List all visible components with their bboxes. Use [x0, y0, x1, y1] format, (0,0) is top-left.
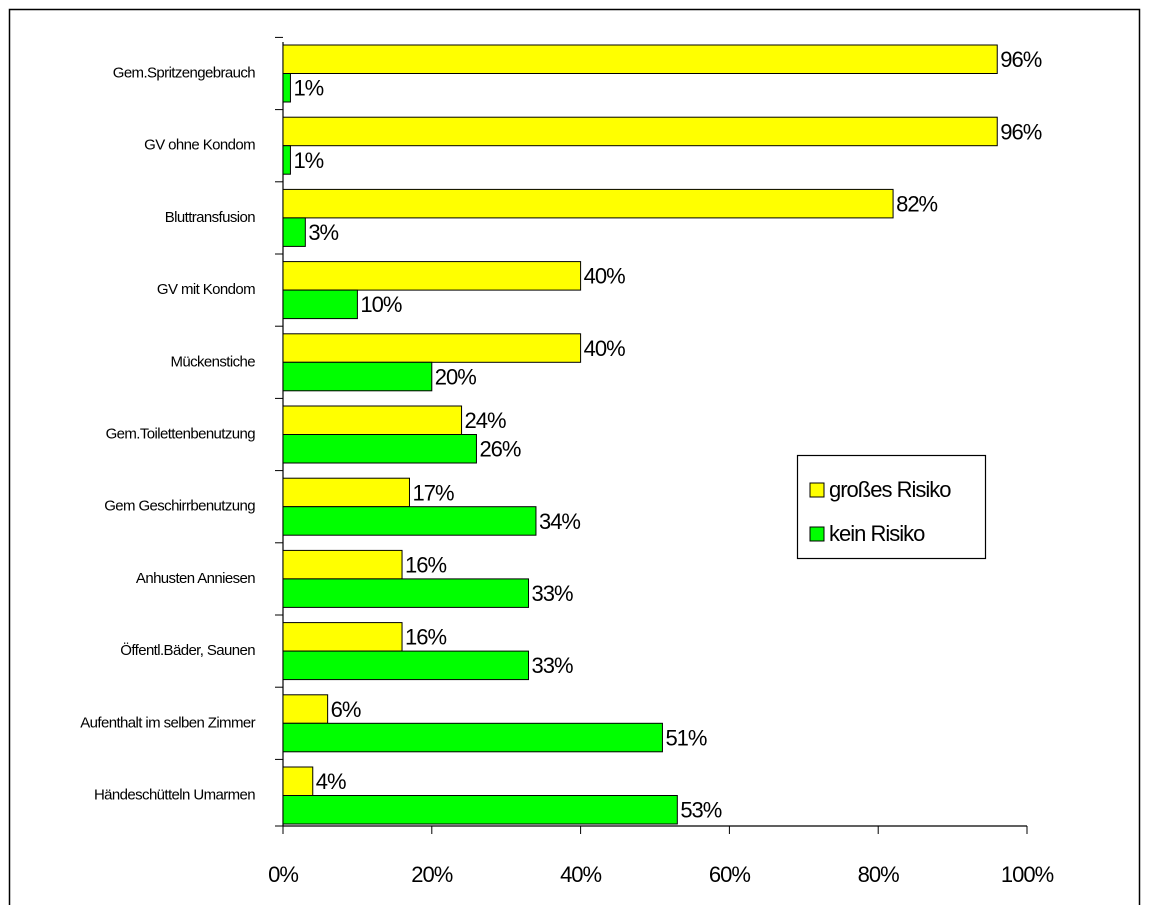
bar	[282, 361, 433, 392]
value-label: 53%	[680, 798, 721, 823]
value-label: 17%	[412, 480, 453, 505]
value-label: 33%	[532, 653, 573, 678]
bar	[282, 434, 477, 464]
bar	[282, 766, 314, 796]
bar	[282, 578, 530, 608]
bar	[282, 405, 463, 435]
legend-swatch	[809, 482, 825, 498]
bar	[282, 44, 998, 74]
value-label: 24%	[465, 408, 506, 433]
bar	[282, 477, 410, 508]
x-tick-label: 40%	[560, 862, 601, 887]
y-tick-label: Bluttransfusion	[165, 209, 255, 226]
y-tick-label: Anhusten Anniesen	[136, 570, 255, 587]
value-label: 40%	[584, 336, 625, 361]
value-label: 82%	[896, 191, 937, 216]
x-tick-label: 20%	[411, 862, 452, 887]
value-label: 16%	[405, 625, 446, 650]
value-label: 51%	[665, 725, 706, 750]
bar	[282, 261, 582, 291]
value-label: 96%	[1000, 47, 1041, 72]
bar	[282, 73, 291, 103]
bar	[282, 145, 291, 175]
y-tick-label: Öffentl.Bäder, Saunen	[120, 641, 255, 659]
legend-label: großes Risiko	[829, 477, 951, 502]
y-tick-label: Mückenstiche	[170, 353, 255, 370]
y-tick-label: Gem.Spritzengebrauch	[113, 64, 256, 81]
bar	[282, 188, 894, 219]
y-tick-label: Gem.Toilettenbenutzung	[106, 425, 256, 442]
value-label: 33%	[532, 581, 573, 606]
value-label: 6%	[331, 697, 361, 722]
x-tick-label: 60%	[709, 862, 750, 887]
bar	[282, 289, 358, 320]
value-label: 10%	[360, 292, 401, 317]
x-tick-label: 0%	[268, 862, 298, 887]
bar	[282, 549, 403, 580]
y-tick-label: GV ohne Kondom	[144, 137, 255, 154]
value-label: 16%	[405, 552, 446, 577]
legend-label: kein Risiko	[829, 521, 925, 546]
bar	[282, 333, 582, 363]
value-label: 96%	[1000, 119, 1041, 144]
legend-box	[796, 454, 987, 560]
bar	[282, 506, 537, 536]
y-tick-label: Aufenthalt im selben Zimmer	[80, 714, 255, 731]
value-label: 20%	[435, 364, 476, 389]
y-tick-label: GV mit Kondom	[157, 281, 255, 298]
bar	[282, 722, 663, 753]
x-tick-label: 80%	[858, 862, 899, 887]
y-tick-label: Händeschütteln Umarmen	[94, 786, 255, 803]
x-tick-label: 100%	[1001, 862, 1054, 887]
bar	[282, 622, 403, 652]
value-label: 1%	[293, 148, 323, 173]
legend-swatch	[809, 526, 825, 542]
value-label: 40%	[584, 264, 625, 289]
bar	[282, 650, 530, 681]
value-label: 3%	[308, 220, 338, 245]
bar	[282, 795, 678, 825]
bar	[282, 217, 306, 247]
bar	[282, 694, 329, 724]
value-label: 1%	[293, 76, 323, 101]
value-label: 26%	[479, 437, 520, 462]
value-label: 34%	[539, 509, 580, 534]
bar	[282, 116, 998, 147]
y-tick-label: Gem Geschirrbenutzung	[104, 498, 255, 515]
value-label: 4%	[316, 769, 346, 794]
